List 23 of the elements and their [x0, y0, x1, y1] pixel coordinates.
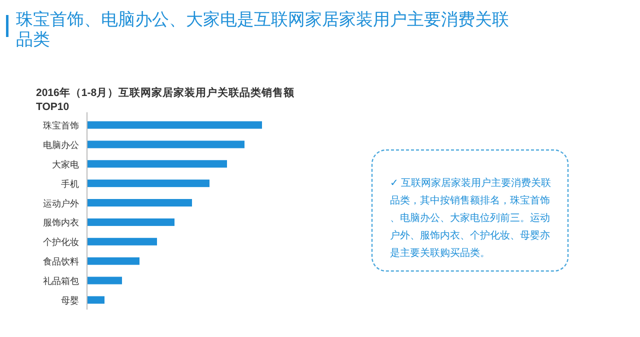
bar [87, 180, 210, 188]
y-tick-label: 珠宝首饰 [43, 120, 79, 130]
y-tick-label: 礼品箱包 [43, 276, 79, 286]
y-tick-label: 电脑办公 [43, 140, 79, 150]
y-tick-label: 服饰内衣 [43, 218, 79, 228]
bar [87, 121, 262, 129]
y-tick-label: 个护化妆 [43, 237, 79, 248]
bar [87, 199, 192, 207]
chart-subtitle: 2016年（1-8月）互联网家居家装用户关联品类销售额TOP10 [36, 86, 296, 113]
bar [87, 276, 122, 284]
chart-title: 珠宝首饰、电脑办公、大家电是互联网家居家装用户主要消费关联品类 [16, 10, 509, 49]
y-tick-label: 运动户外 [43, 198, 79, 208]
text: ✓ 互联网家居家装用户主要消费关联品类，其中按销售额排名，珠宝首饰、电脑办公、大家电位列前三。运动户外、服饰内衣、个护化妆、母婴亦是主要关联购买品类。 [390, 177, 552, 259]
y-tick-label: 母婴 [61, 295, 79, 306]
bar [87, 160, 227, 168]
bar [87, 140, 244, 148]
y-tick-label: 食品饮料 [43, 256, 79, 267]
bar [87, 257, 140, 265]
y-tick-label: 手机 [61, 178, 79, 189]
bar [87, 238, 157, 246]
y-tick-label: 大家电 [52, 159, 79, 170]
bar [87, 296, 104, 304]
bar [87, 218, 174, 226]
